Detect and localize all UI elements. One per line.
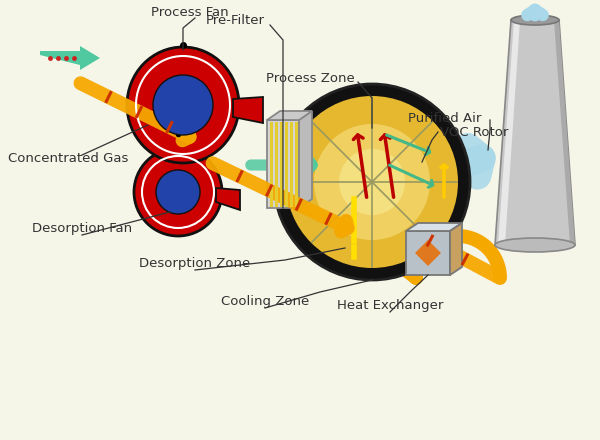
Ellipse shape <box>134 148 222 236</box>
Circle shape <box>153 75 213 135</box>
Polygon shape <box>406 231 450 275</box>
Polygon shape <box>450 223 462 275</box>
Polygon shape <box>554 20 575 245</box>
Polygon shape <box>498 20 520 245</box>
Text: Desorption Fan: Desorption Fan <box>32 222 132 235</box>
Text: Process Zone: Process Zone <box>266 72 355 84</box>
Ellipse shape <box>511 15 559 25</box>
Ellipse shape <box>495 238 575 252</box>
Text: Cooling Zone: Cooling Zone <box>221 295 309 308</box>
Polygon shape <box>299 111 312 208</box>
Polygon shape <box>216 188 240 210</box>
Polygon shape <box>40 46 100 70</box>
Circle shape <box>156 170 200 214</box>
Text: Pre-Filter: Pre-Filter <box>205 14 265 26</box>
Circle shape <box>286 96 458 268</box>
Text: Desorption Zone: Desorption Zone <box>139 257 251 270</box>
Text: Concentrated Gas: Concentrated Gas <box>8 151 128 165</box>
Circle shape <box>339 149 405 215</box>
Polygon shape <box>233 97 263 123</box>
Text: Purified Air: Purified Air <box>409 111 482 125</box>
Polygon shape <box>495 20 575 245</box>
Text: Process Fan: Process Fan <box>151 6 229 18</box>
Polygon shape <box>267 120 299 208</box>
Circle shape <box>274 84 470 280</box>
Text: Heat Exchanger: Heat Exchanger <box>337 299 443 312</box>
Polygon shape <box>267 111 312 120</box>
Polygon shape <box>406 223 462 231</box>
Text: VOC Rotor: VOC Rotor <box>440 125 508 139</box>
Bar <box>166 134 190 150</box>
Ellipse shape <box>127 47 239 163</box>
Polygon shape <box>415 240 441 266</box>
Circle shape <box>314 124 430 240</box>
